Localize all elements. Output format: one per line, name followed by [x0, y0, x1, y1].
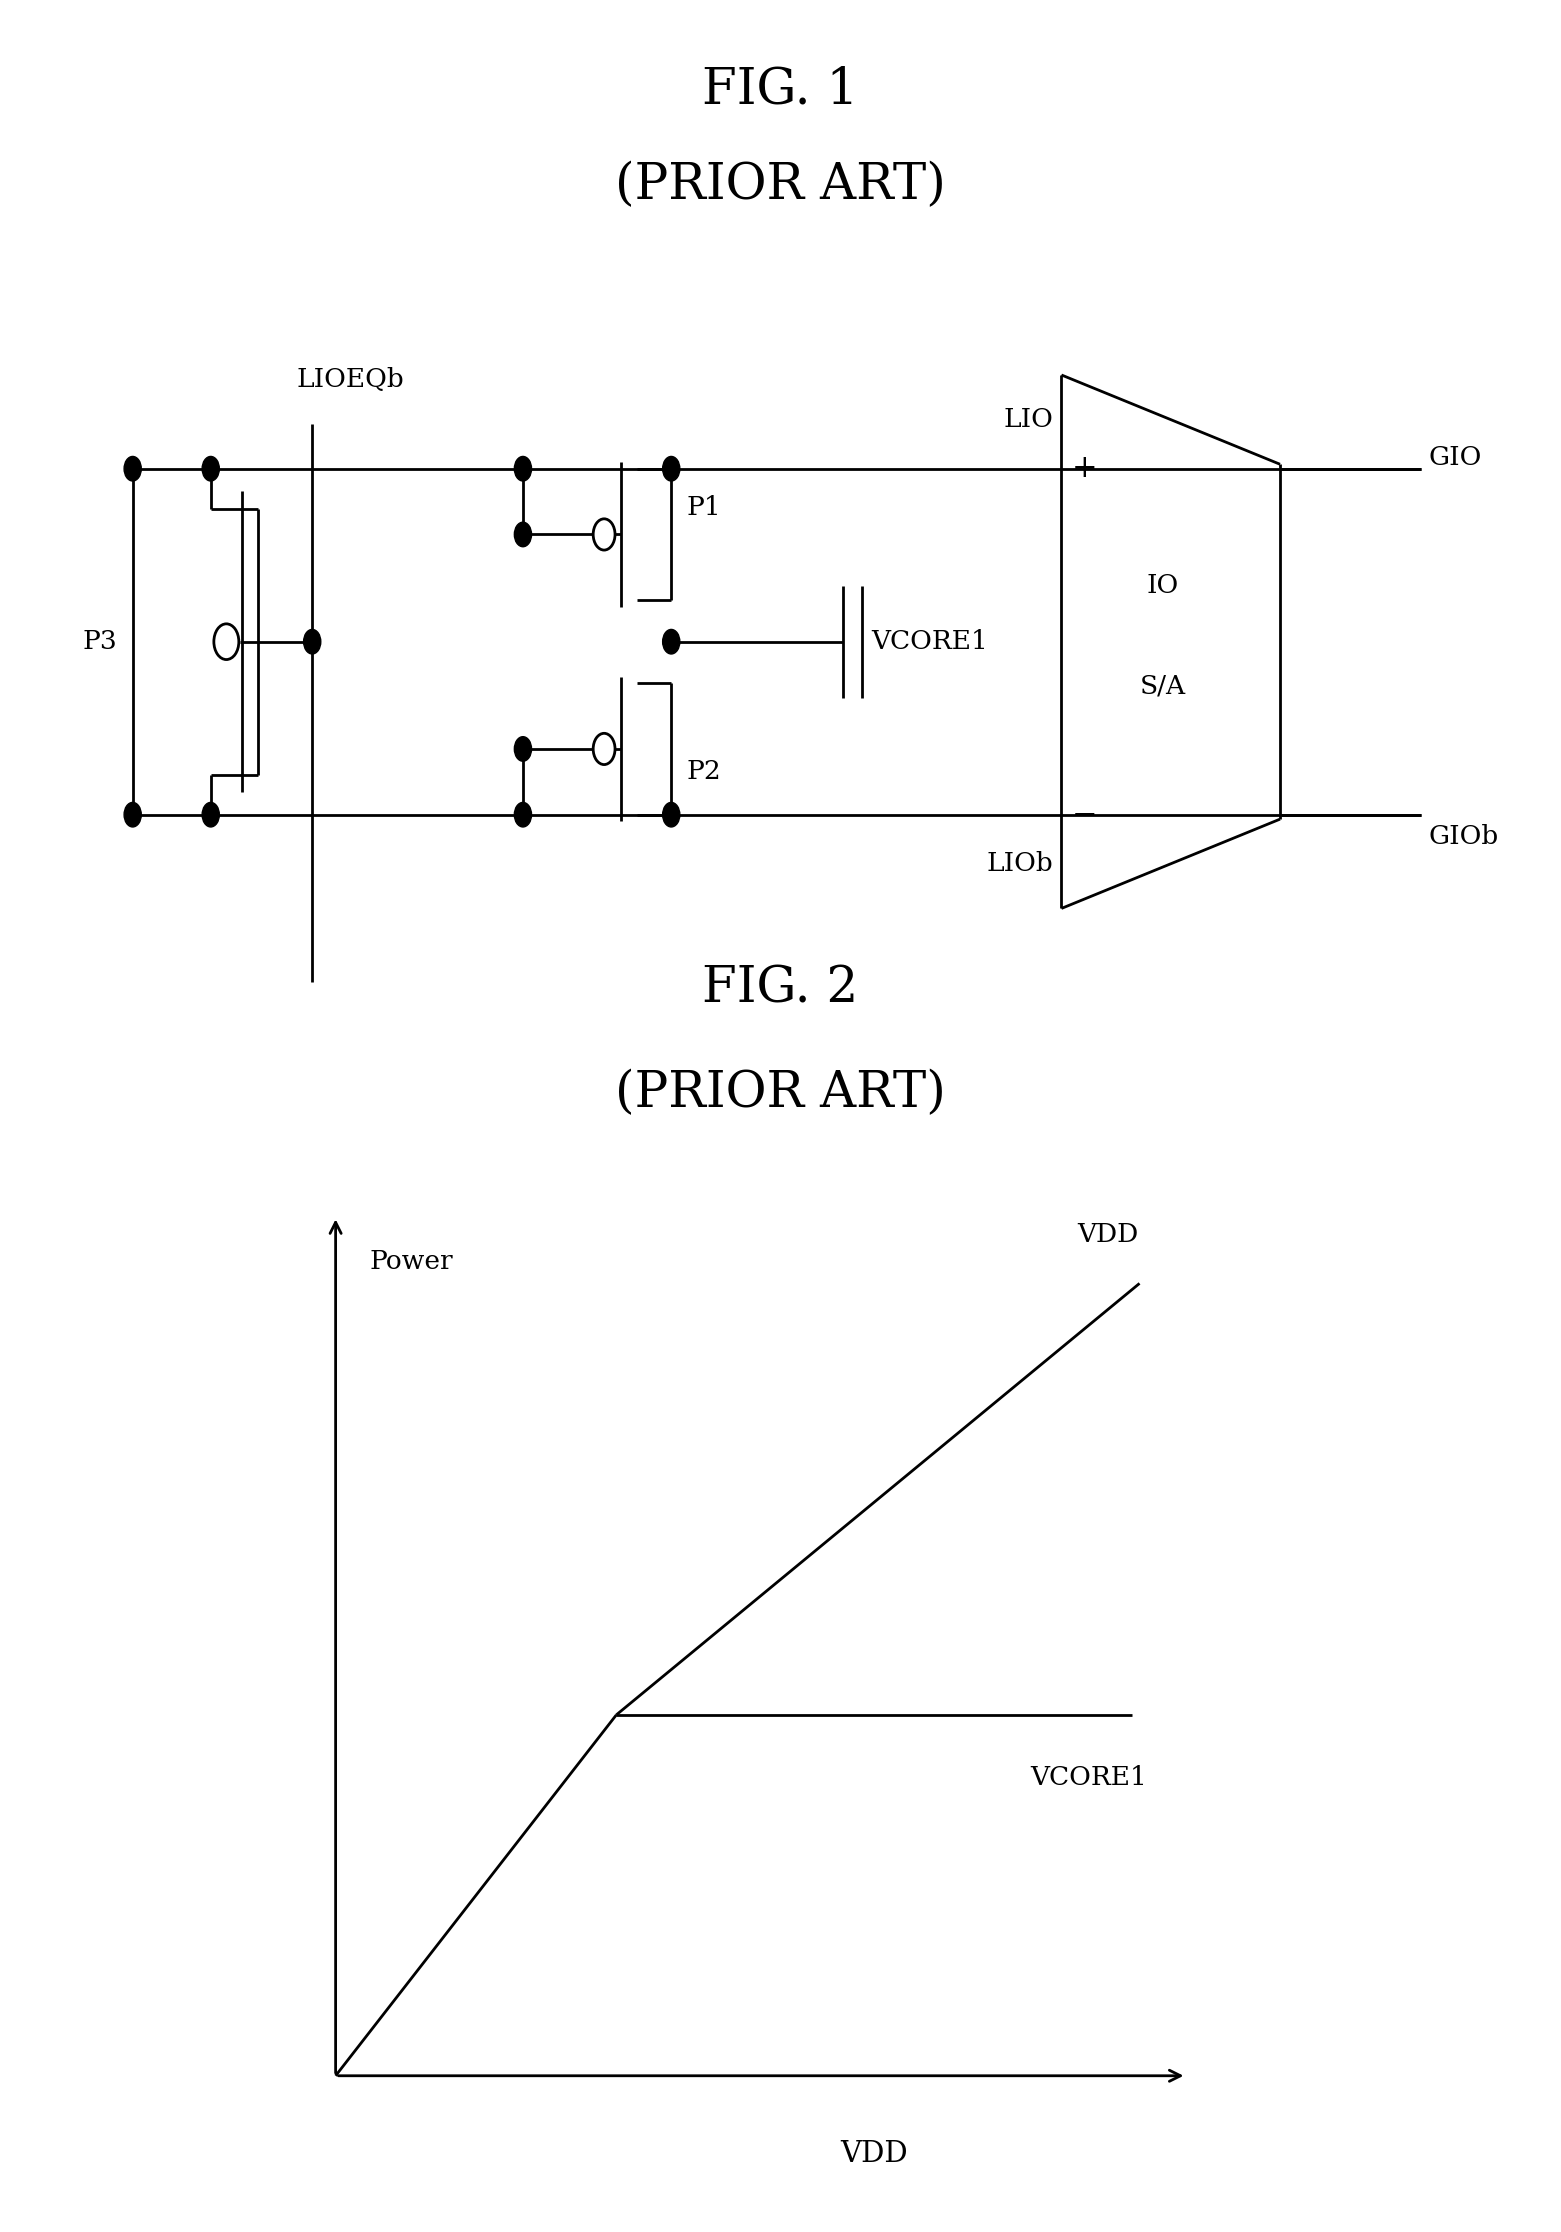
Circle shape: [125, 804, 140, 828]
Text: −: −: [1072, 799, 1097, 830]
Text: P3: P3: [83, 629, 117, 654]
Text: FIG. 1: FIG. 1: [702, 65, 859, 114]
Text: P1: P1: [687, 496, 721, 520]
Circle shape: [303, 629, 322, 654]
Text: +: +: [1072, 453, 1097, 484]
Text: VCORE1: VCORE1: [1030, 1766, 1147, 1790]
Text: LIO: LIO: [1004, 406, 1054, 433]
Circle shape: [203, 458, 219, 482]
Text: LIOEQb: LIOEQb: [297, 366, 404, 393]
Text: LIOb: LIOb: [987, 850, 1054, 877]
Text: S/A: S/A: [1140, 674, 1186, 699]
Text: GIOb: GIOb: [1428, 824, 1499, 850]
Text: VDD: VDD: [840, 2140, 909, 2167]
Circle shape: [662, 629, 681, 654]
Circle shape: [662, 458, 681, 482]
Text: (PRIOR ART): (PRIOR ART): [615, 1069, 946, 1118]
Circle shape: [662, 804, 681, 828]
Text: VDD: VDD: [1077, 1221, 1140, 1248]
Text: GIO: GIO: [1428, 444, 1481, 471]
Circle shape: [515, 804, 531, 828]
Text: (PRIOR ART): (PRIOR ART): [615, 161, 946, 210]
Circle shape: [515, 522, 531, 547]
Circle shape: [125, 458, 140, 482]
Text: P2: P2: [687, 759, 721, 783]
Text: Power: Power: [370, 1248, 454, 1274]
Circle shape: [515, 458, 531, 482]
Circle shape: [203, 804, 219, 828]
Circle shape: [515, 737, 531, 761]
Text: FIG. 2: FIG. 2: [702, 964, 859, 1013]
Text: VCORE1: VCORE1: [871, 629, 988, 654]
Text: IO: IO: [1147, 574, 1179, 598]
